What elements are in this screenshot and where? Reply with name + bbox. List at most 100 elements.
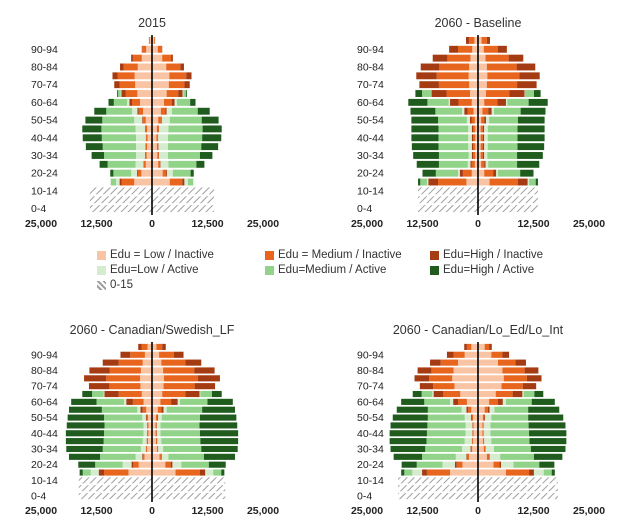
age-tick-label: 80-84 (31, 365, 58, 377)
bar-low-active-right (485, 415, 491, 421)
bar-med-active-left (427, 99, 448, 106)
bar-low-inactive-right (152, 391, 162, 397)
bar-high-active-right (518, 143, 545, 150)
bar-med-inactive-left (472, 117, 475, 124)
x-tick-label: 12,500 (406, 505, 438, 517)
bar-low-inactive-right (152, 454, 160, 460)
x-tick-label: 12,500 (191, 218, 223, 230)
bar-med-active-right (529, 179, 536, 186)
bar-low-inactive-left (460, 391, 478, 397)
bar-low-inactive-left (471, 407, 478, 413)
bar-high-inactive-left (466, 454, 467, 460)
bar-high-active-right (534, 454, 562, 460)
bar-med-active-right (494, 446, 531, 452)
bar-high-inactive-left (420, 383, 433, 389)
bar-low-active-left (127, 99, 129, 106)
bar-high-inactive-left (471, 415, 472, 421)
bar-med-active-left (118, 90, 121, 97)
bar-low-active-left (466, 422, 473, 428)
bar-med-inactive-right (506, 469, 529, 475)
bar-med-inactive-right (502, 383, 523, 389)
bar-high-inactive-left (455, 462, 457, 468)
bar-low-inactive-right (152, 46, 158, 53)
bar-high-inactive-left (129, 99, 132, 106)
bar-med-active-left (439, 152, 469, 159)
bar-low-inactive-left (142, 391, 152, 397)
bar-med-inactive-right (481, 152, 483, 159)
bar-med-inactive-left (133, 462, 138, 468)
bar-med-inactive-right (484, 446, 485, 452)
bar-med-active-right (183, 90, 186, 97)
age-tick-label: 40-44 (357, 132, 384, 144)
bar-high-inactive-right (182, 179, 184, 186)
bar-med-active-right (170, 117, 202, 124)
bar-med-inactive-left (133, 399, 144, 405)
bar-low-inactive-right (152, 179, 170, 186)
bar-low-active-left (136, 454, 143, 460)
bar-low-active-left (466, 430, 473, 436)
bar-med-active-right (491, 438, 529, 444)
bar-high-active-left (402, 462, 417, 468)
bar-youth-right (152, 196, 214, 203)
bar-med-inactive-right (483, 438, 484, 444)
age-tick-label: 10-14 (31, 185, 58, 197)
bar-med-active-left (439, 161, 468, 168)
bar-high-active-left (408, 99, 427, 106)
bar-high-active-left (401, 469, 404, 475)
bar-low-active-right (175, 99, 177, 106)
bar-low-inactive-right (478, 99, 484, 106)
bar-high-active-left (83, 134, 102, 141)
bar-high-active-right (534, 391, 543, 397)
age-tick-label: 90-94 (357, 44, 384, 56)
bar-low-inactive-right (152, 170, 163, 177)
bar-high-active-right (191, 170, 194, 177)
bar-low-active-left (458, 170, 460, 177)
bar-high-inactive-right (161, 407, 163, 413)
bar-med-inactive-right (481, 117, 484, 124)
bar-high-inactive-right (513, 391, 523, 397)
legend-item-low-active: Edu=Low / Active (97, 264, 199, 276)
x-tick-label: 25,000 (351, 218, 383, 230)
x-tick-label: 25,000 (351, 505, 383, 517)
bar-med-inactive-right (166, 64, 180, 71)
bar-youth-left (418, 187, 478, 194)
bar-high-active-left (86, 143, 103, 150)
age-tick-label: 10-14 (357, 185, 384, 197)
bar-high-inactive-left (104, 391, 118, 397)
age-tick-label: 60-64 (357, 97, 384, 109)
bar-med-inactive-left (147, 438, 148, 444)
bar-youth-right (478, 196, 538, 203)
bar-low-active-left (91, 469, 99, 475)
bar-med-active-right (494, 108, 521, 115)
bar-low-active-right (158, 415, 162, 421)
bar-high-inactive-right (489, 454, 490, 460)
bar-med-inactive-right (161, 108, 165, 115)
bar-high-inactive-right (488, 407, 490, 413)
bar-low-active-left (412, 469, 422, 475)
bar-high-active-right (528, 415, 563, 421)
bar-high-active-left (67, 422, 105, 428)
bar-high-active-left (415, 90, 422, 97)
legend-label: Edu=Low / Active (110, 264, 199, 276)
bar-high-inactive-right (171, 399, 178, 405)
legend-item-med-inactive: Edu = Medium / Inactive (265, 249, 402, 261)
bar-high-active-left (423, 170, 436, 177)
bar-med-active-right (488, 143, 518, 150)
bar-med-active-right (488, 125, 518, 132)
bar-high-active-left (411, 125, 438, 132)
bar-low-inactive-right (478, 454, 487, 460)
bar-low-inactive-right (478, 46, 484, 53)
bar-med-active-left (103, 143, 136, 150)
bar-med-active-left (97, 399, 125, 405)
bar-high-inactive-left (449, 46, 458, 53)
bar-high-active-left (68, 415, 104, 421)
bar-youth-right (152, 477, 225, 483)
age-tick-label: 50-54 (357, 115, 384, 127)
age-tick-label: 70-74 (357, 381, 384, 393)
bar-low-inactive-right (152, 360, 161, 366)
bar-low-active-right (484, 430, 491, 436)
bar-med-active-left (95, 462, 123, 468)
bar-high-active-right (517, 161, 539, 168)
bar-low-active-left (136, 125, 145, 132)
bar-med-active-left (102, 117, 134, 124)
